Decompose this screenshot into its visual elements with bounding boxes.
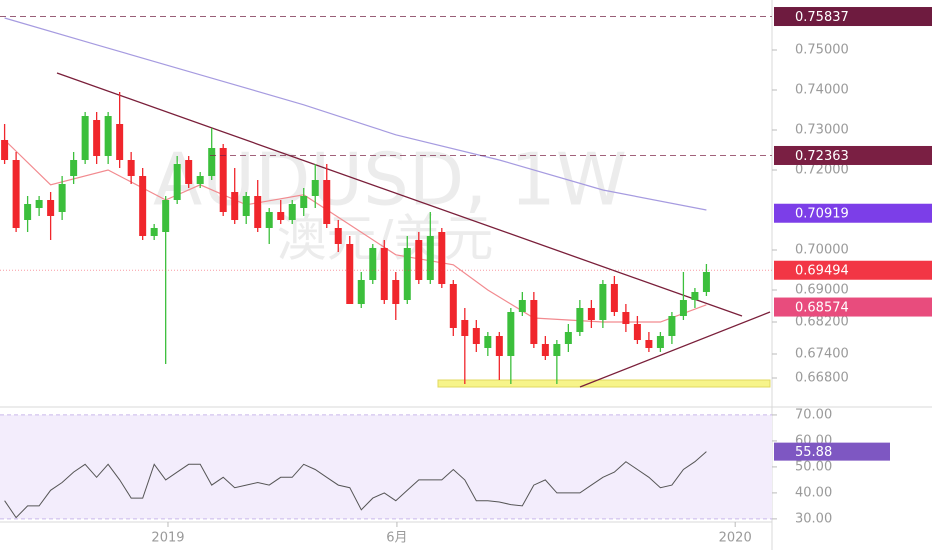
candle-body [1, 140, 9, 160]
candle-body [311, 180, 319, 196]
candle-body [35, 200, 43, 208]
y-tick-label: 0.73000 [795, 123, 849, 138]
candle-body [403, 248, 411, 300]
candle-body [150, 228, 158, 236]
candle-body [323, 180, 331, 224]
price-tag [774, 297, 932, 317]
y-tick-label: 0.72000 [795, 163, 849, 178]
candle-body [47, 200, 55, 216]
candle-body [599, 284, 607, 320]
y-tick-label: 70.00 [795, 407, 832, 422]
candle-body [438, 232, 446, 284]
y-tick-label: 0.67400 [795, 347, 849, 362]
candle-body [139, 176, 147, 236]
candle-body [426, 236, 434, 280]
candle-body [668, 316, 676, 336]
y-tick-label: 0.74000 [795, 83, 849, 98]
candle-body [495, 336, 503, 356]
candle-body [334, 228, 342, 244]
candle-body [81, 116, 89, 160]
trendline-up [579, 311, 771, 388]
candle-body [173, 164, 181, 200]
candle-body [679, 300, 687, 316]
candle-body [530, 300, 538, 344]
trendline-down [56, 72, 743, 317]
candle-body [277, 212, 285, 220]
candle-body [185, 160, 193, 184]
candle-body [484, 336, 492, 348]
support-zone [437, 379, 771, 388]
rsi-tag-label: 55.88 [795, 445, 832, 460]
x-tick-label: 2020 [719, 531, 752, 546]
y-tick-label: 0.70000 [795, 243, 849, 258]
candle-body [633, 324, 641, 340]
candle-body [93, 120, 101, 156]
candle-body [288, 204, 296, 220]
candle-body [553, 344, 561, 356]
rsi-line [4, 451, 707, 519]
candle-body [392, 280, 400, 304]
candle-body [162, 200, 170, 232]
candle-body [70, 160, 78, 176]
candle-body [622, 312, 630, 324]
candle-body [369, 248, 377, 280]
candle-body [104, 116, 112, 156]
y-tick-label: 0.68200 [795, 315, 849, 330]
candle-body [656, 336, 664, 348]
candle-body [300, 196, 308, 208]
price-tag [774, 145, 932, 165]
y-tick-label: 40.00 [795, 485, 832, 500]
price-tag [774, 7, 932, 27]
candle-body [58, 184, 66, 212]
candle-body [24, 204, 32, 220]
candle-body [691, 292, 699, 300]
y-tick-label: 30.00 [795, 511, 832, 526]
price-tag [774, 203, 932, 223]
candle-body [265, 212, 273, 228]
candle-body [380, 248, 388, 300]
candle-body [357, 280, 365, 304]
y-tick-label: 0.69000 [795, 283, 849, 298]
price-tag-label: 0.70919 [795, 207, 849, 222]
candle-body [576, 308, 584, 332]
candle-body [231, 192, 239, 220]
x-tick-label: 6月 [386, 531, 407, 546]
candle-body [116, 124, 124, 160]
candle-body [346, 244, 354, 304]
y-tick-label: 0.75000 [795, 43, 849, 58]
price-tag-label: 0.68574 [795, 301, 849, 316]
candle-body [564, 332, 572, 344]
candle-body [472, 328, 480, 344]
moving-average [4, 17, 707, 211]
candle-body [208, 148, 216, 176]
candle-body [541, 344, 549, 356]
candle-body [461, 320, 469, 336]
candle-body [518, 300, 526, 312]
x-tick-label: 2019 [151, 531, 184, 546]
rsi-tag [774, 442, 890, 461]
y-tick-label: 0.66800 [795, 371, 849, 386]
candle-body [449, 284, 457, 328]
candle-body [645, 340, 653, 348]
price-tag-label: 0.69494 [795, 264, 849, 279]
y-tick-label: 50.00 [795, 459, 832, 474]
candle-body [702, 272, 710, 292]
candle-body [196, 176, 204, 184]
candle-body [415, 240, 423, 280]
candle-body [12, 160, 20, 228]
candle-body [610, 284, 618, 312]
candle-body [242, 196, 250, 216]
candle-body [587, 308, 595, 320]
candle-body [127, 160, 135, 176]
candle-body [254, 196, 262, 228]
price-tag [774, 260, 932, 280]
price-tag-label: 0.75837 [795, 10, 849, 25]
candle-body [219, 148, 227, 212]
candle-body [507, 312, 515, 356]
rsi-band [0, 414, 772, 519]
price-tag-label: 0.72363 [795, 149, 849, 164]
